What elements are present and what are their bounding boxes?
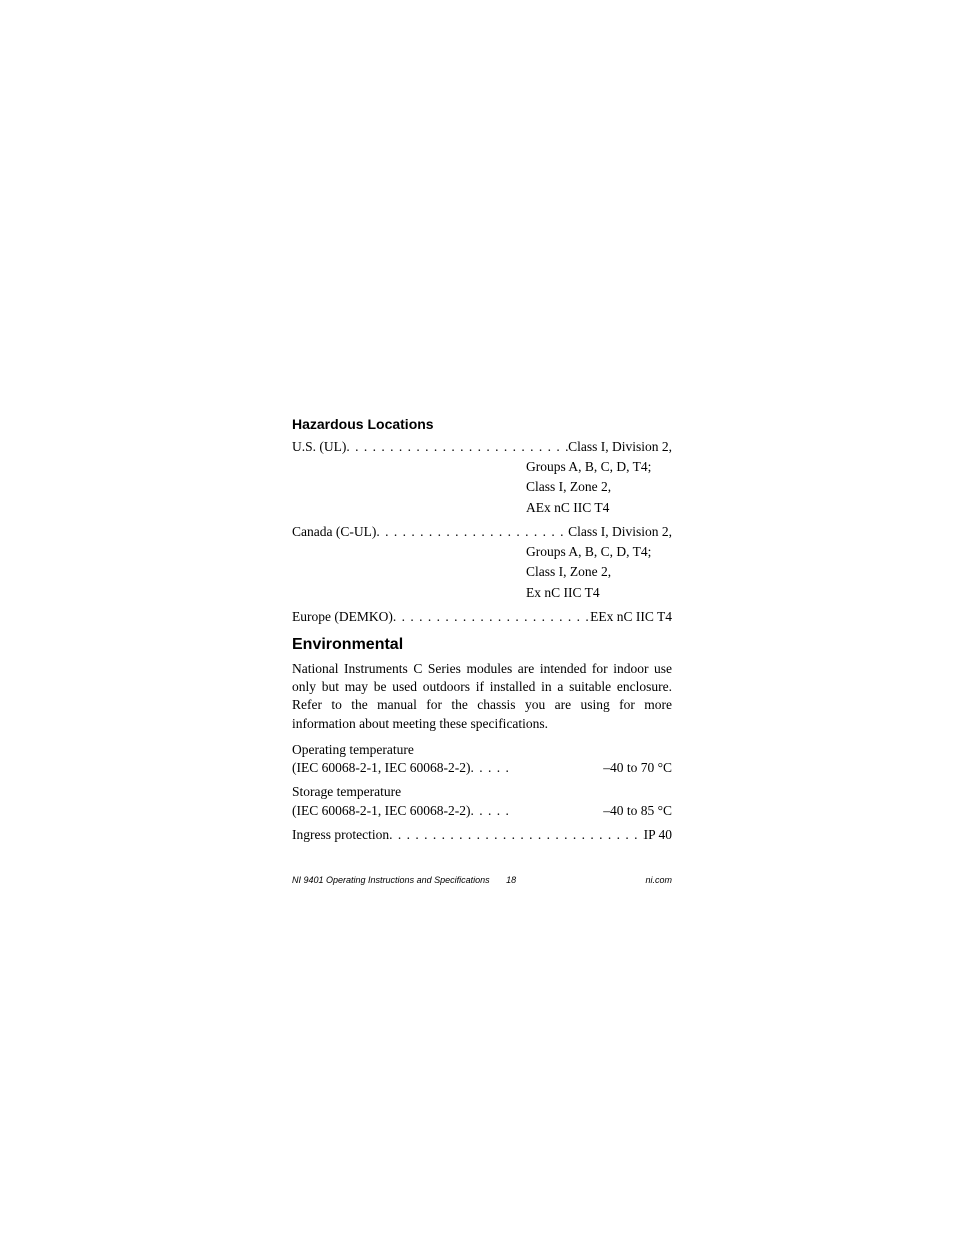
europe-value: EEx nC IIC T4 (590, 608, 672, 626)
canada-value-3: Ex nC IIC T4 (292, 584, 672, 602)
spec-row-ingress: Ingress protection . . . . . . . . . . .… (292, 826, 672, 844)
us-value-1: Groups A, B, C, D, T4; (292, 458, 672, 476)
canada-value-1: Groups A, B, C, D, T4; (292, 543, 672, 561)
footer-title: NI 9401 Operating Instructions and Speci… (292, 875, 490, 885)
env-paragraph: National Instruments C Series modules ar… (292, 660, 672, 733)
page-footer: NI 9401 Operating Instructions and Speci… (292, 870, 672, 888)
storage-temp-value: –40 to 85 °C (603, 802, 672, 820)
dots: . . . . . (470, 759, 603, 777)
us-label: U.S. (UL) (292, 438, 346, 456)
footer-page: 18 (506, 875, 516, 885)
dots: . . . . . (470, 802, 603, 820)
op-temp-label2: (IEC 60068-2-1, IEC 60068-2-2) (292, 759, 470, 777)
us-value-3: AEx nC IIC T4 (292, 499, 672, 517)
dots: . . . . . . . . . . . . . . . . . . . . … (389, 826, 644, 844)
storage-temp-label1: Storage temperature (292, 783, 672, 801)
spec-row-us: U.S. (UL) . . . . . . . . . . . . . . . … (292, 438, 672, 456)
footer-site: ni.com (645, 875, 672, 885)
page-content: Hazardous Locations U.S. (UL) . . . . . … (292, 416, 672, 846)
dots: . . . . . . . . . . . . . . . . . . . . … (376, 523, 568, 541)
canada-value-0: Class I, Division 2, (568, 523, 672, 541)
op-temp-value: –40 to 70 °C (603, 759, 672, 777)
dots: . . . . . . . . . . . . . . . . . . . . … (346, 438, 568, 456)
spec-row-europe: Europe (DEMKO) . . . . . . . . . . . . .… (292, 608, 672, 626)
spec-row-storage-temp: (IEC 60068-2-1, IEC 60068-2-2) . . . . .… (292, 802, 672, 820)
storage-temp-label2: (IEC 60068-2-1, IEC 60068-2-2) (292, 802, 470, 820)
canada-label: Canada (C-UL) (292, 523, 376, 541)
ingress-value: IP 40 (644, 826, 672, 844)
canada-value-2: Class I, Zone 2, (292, 563, 672, 581)
footer-left: NI 9401 Operating Instructions and Speci… (292, 870, 516, 888)
us-value-2: Class I, Zone 2, (292, 478, 672, 496)
ingress-label: Ingress protection (292, 826, 389, 844)
hazloc-heading: Hazardous Locations (292, 416, 672, 432)
us-value-0: Class I, Division 2, (568, 438, 672, 456)
dots: . . . . . . . . . . . . . . . . . . . . … (393, 608, 590, 626)
europe-label: Europe (DEMKO) (292, 608, 393, 626)
spec-row-canada: Canada (C-UL) . . . . . . . . . . . . . … (292, 523, 672, 541)
spec-row-op-temp: (IEC 60068-2-1, IEC 60068-2-2) . . . . .… (292, 759, 672, 777)
op-temp-label1: Operating temperature (292, 741, 672, 759)
env-heading: Environmental (292, 636, 672, 654)
